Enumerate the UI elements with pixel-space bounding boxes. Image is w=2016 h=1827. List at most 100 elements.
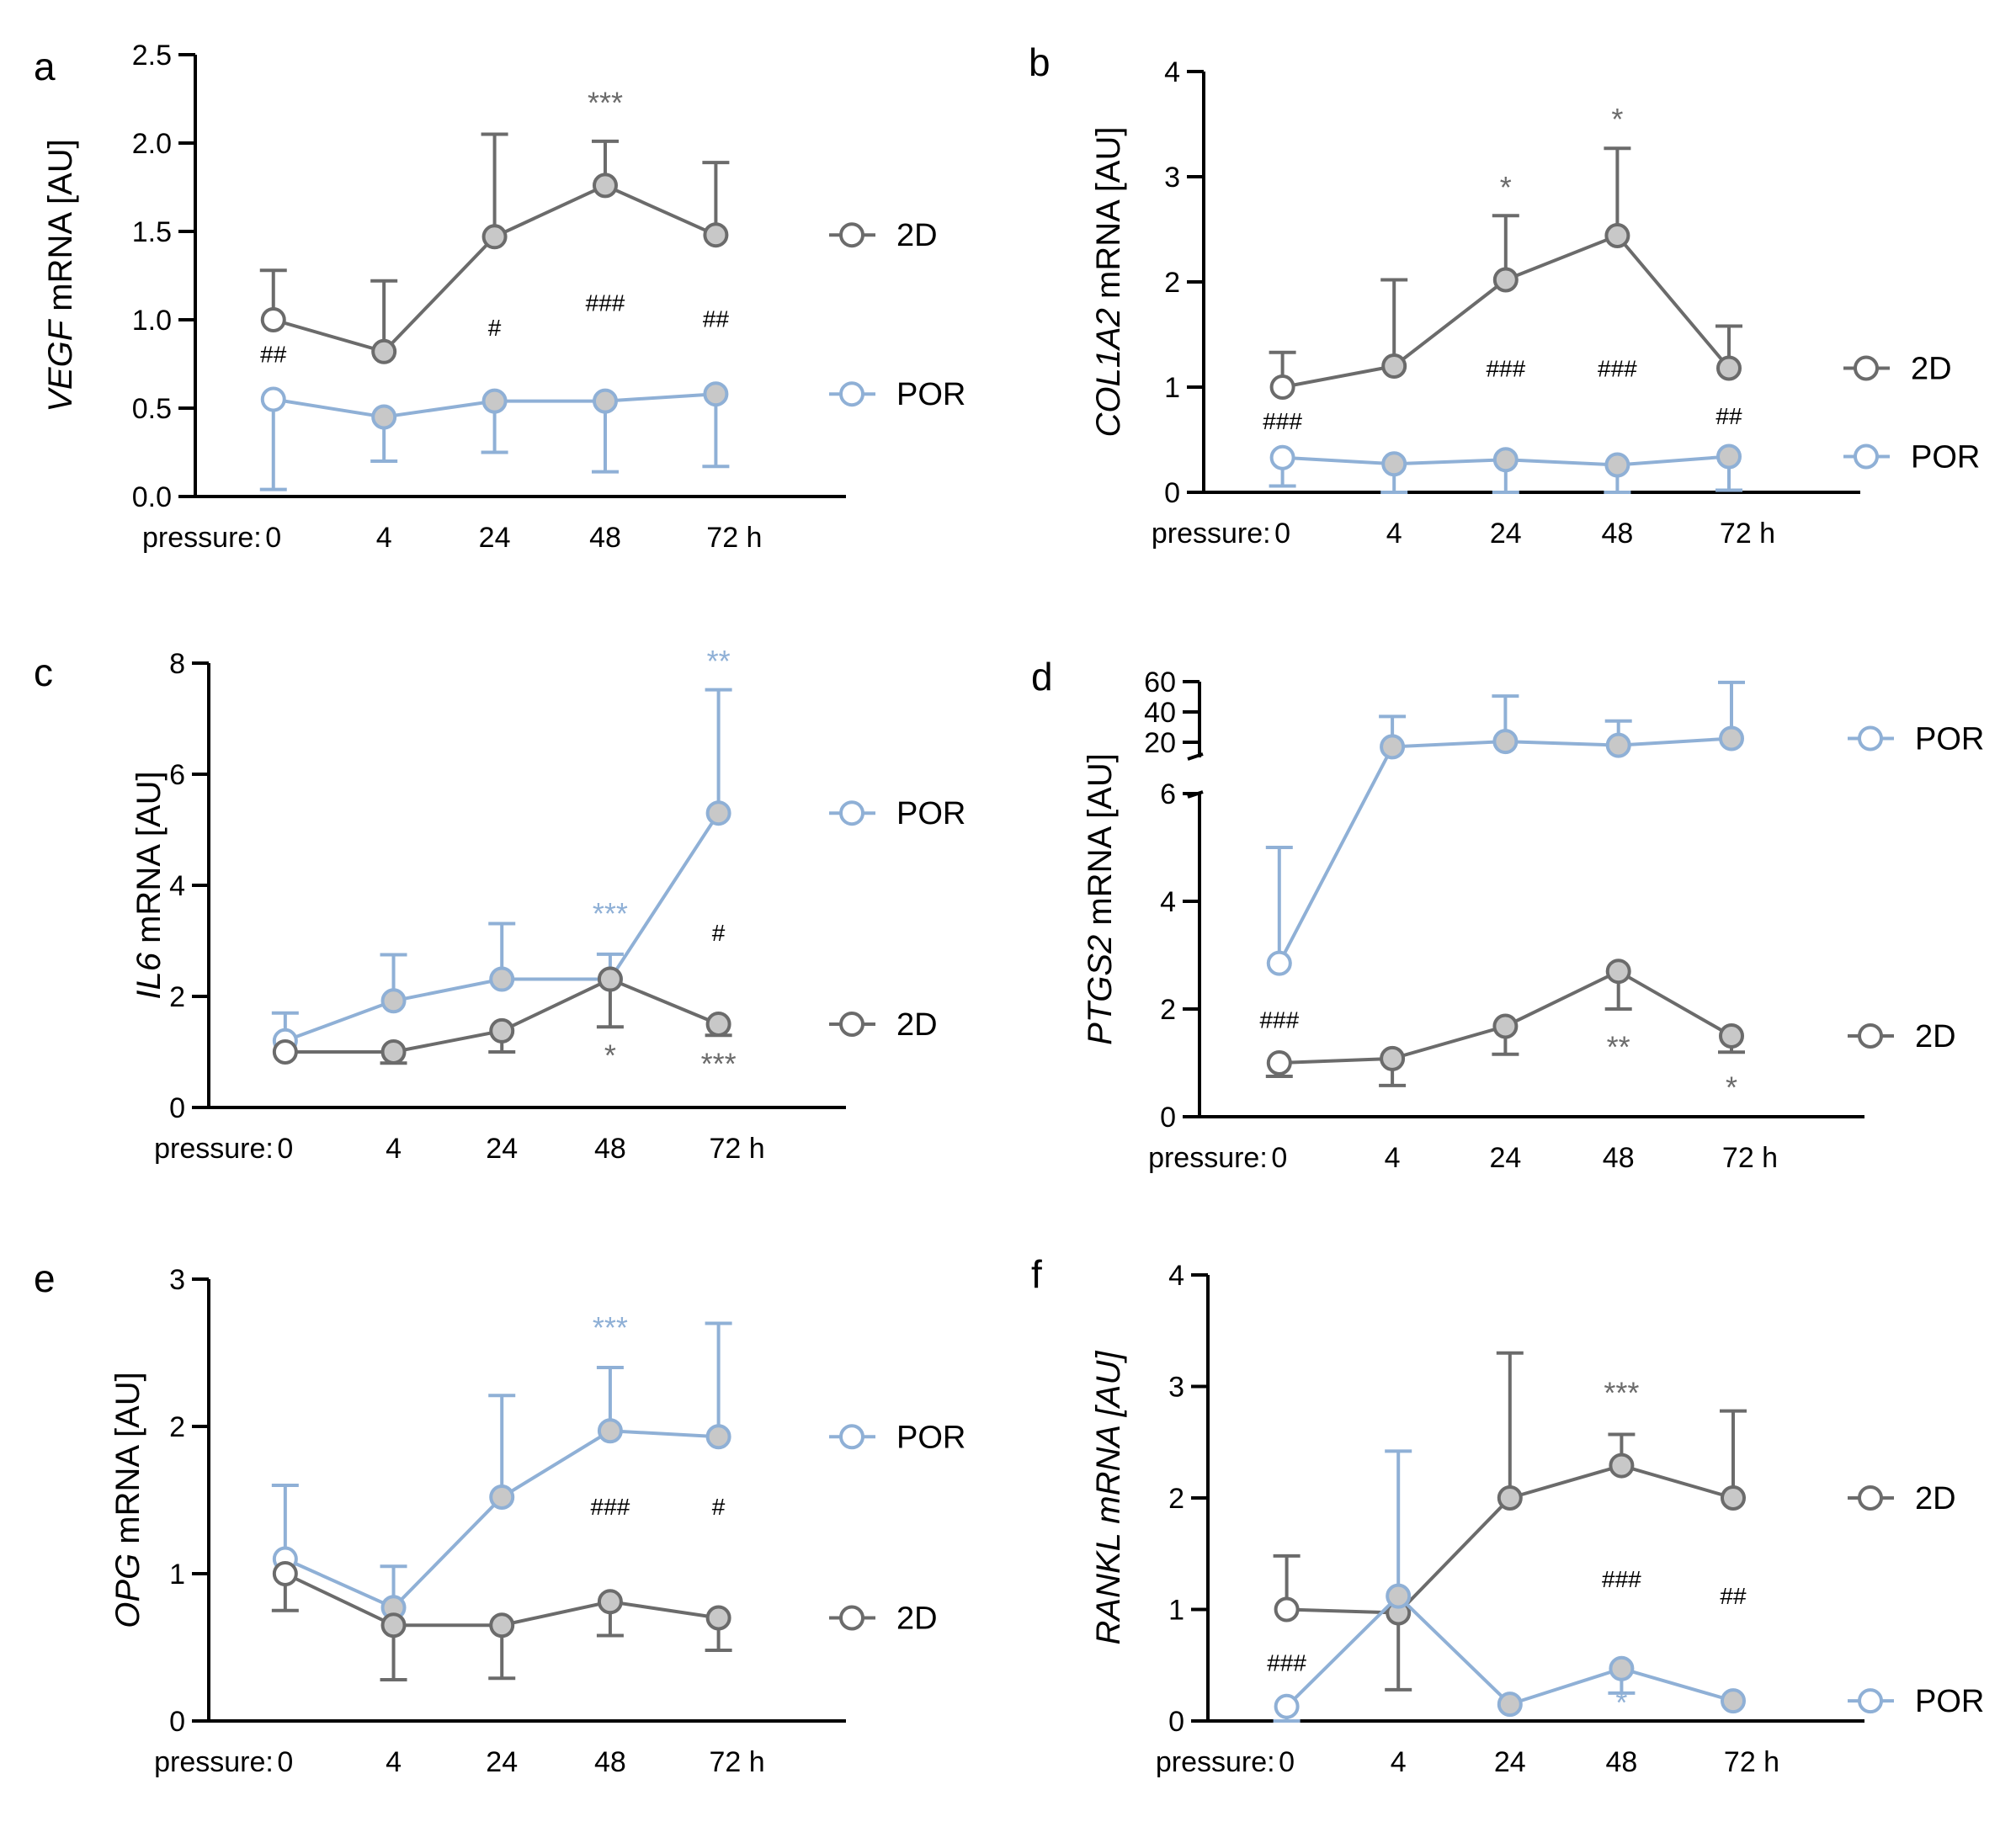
axis-break-mark xyxy=(1187,752,1204,761)
y-tick-label: 4 xyxy=(1160,886,1176,918)
legend-marker xyxy=(1858,725,1883,752)
data-point xyxy=(1492,267,1519,293)
y-tick-label: 2.5 xyxy=(132,40,172,72)
data-point xyxy=(1609,1655,1635,1681)
panel-letter: a xyxy=(34,45,56,88)
x-tick-label: 48 xyxy=(1601,518,1633,550)
data-point xyxy=(380,1039,407,1065)
y-tick-label: 0 xyxy=(169,1092,185,1124)
legend-marker xyxy=(839,1424,864,1450)
legend-label: 2D xyxy=(896,1601,938,1637)
legend-marker xyxy=(839,800,864,826)
y-tick-label: 0.0 xyxy=(132,481,172,513)
y-axis-title: IL6 mRNA [AU] xyxy=(130,771,168,999)
data-point xyxy=(272,1561,298,1586)
legend-marker xyxy=(1858,1023,1883,1049)
y-tick-label: 40 xyxy=(1144,697,1176,729)
x-tick-label: 0 xyxy=(277,1746,293,1778)
hash-annotation: ## xyxy=(1720,1583,1747,1609)
legend-marker xyxy=(1854,443,1879,470)
legend-marker xyxy=(839,1605,864,1631)
x-axis-prefix: pressure: xyxy=(1152,518,1271,550)
y-tick-label: 6 xyxy=(169,759,185,791)
panel-letter: d xyxy=(1031,655,1053,698)
y-tick-label: 4 xyxy=(1168,1260,1184,1292)
data-point xyxy=(1497,1692,1523,1718)
data-point xyxy=(260,386,286,412)
data-point xyxy=(1605,732,1631,758)
significance-annotation: * xyxy=(604,1038,616,1073)
x-tick-label: 4 xyxy=(386,1133,402,1165)
data-point xyxy=(371,404,397,430)
y-axis-unit: mRNA [AU] xyxy=(1090,1351,1127,1533)
hash-annotation: # xyxy=(712,1494,726,1520)
data-point xyxy=(1386,1583,1412,1609)
x-tick-label: 72 h xyxy=(710,1133,765,1165)
x-tick-label: 72 h xyxy=(1720,518,1775,550)
legend-label: POR xyxy=(896,796,965,831)
hash-annotation: ## xyxy=(260,341,287,367)
y-tick-label: 20 xyxy=(1144,727,1176,759)
series-POR: POR xyxy=(259,377,965,491)
y-tick-label: 3 xyxy=(1164,162,1180,194)
significance-annotation: *** xyxy=(701,1046,737,1081)
series-2D: 2D xyxy=(271,1561,938,1681)
y-axis-title: RANKL mRNA [AU] xyxy=(1090,1351,1127,1645)
y-axis-unit: mRNA [AU] xyxy=(130,771,168,953)
panel-letter: f xyxy=(1031,1252,1042,1296)
hash-annotation: ## xyxy=(703,305,730,332)
series-2D: 2D xyxy=(272,966,938,1065)
significance-annotation: * xyxy=(1615,1686,1627,1720)
legend-label: POR xyxy=(1915,722,1984,757)
significance-annotation: *** xyxy=(588,85,623,119)
legend-marker xyxy=(839,1012,864,1037)
x-axis-prefix: pressure: xyxy=(1156,1746,1275,1778)
hash-annotation: # xyxy=(712,920,726,946)
legend-label: POR xyxy=(1911,440,1980,475)
series-2D: 2D xyxy=(1269,146,1952,400)
data-point xyxy=(260,307,286,332)
series-POR: POR xyxy=(271,688,965,1054)
x-tick-label: 4 xyxy=(1391,1746,1407,1778)
data-point xyxy=(597,966,623,992)
data-point xyxy=(1605,959,1631,985)
x-tick-label: 24 xyxy=(486,1746,518,1778)
x-axis-prefix: pressure: xyxy=(154,1133,274,1165)
y-tick-label: 2 xyxy=(1168,1483,1184,1515)
legend-marker xyxy=(1858,1485,1883,1511)
significance-annotation: * xyxy=(1726,1070,1737,1105)
data-point xyxy=(371,338,397,364)
data-point xyxy=(597,1589,623,1615)
data-point xyxy=(705,1012,731,1037)
series-POR: POR xyxy=(271,1321,965,1621)
series-line xyxy=(1278,736,1732,964)
y-axis-gene: COL1A2 xyxy=(1090,308,1127,437)
x-tick-label: 4 xyxy=(386,1746,402,1778)
data-point xyxy=(1492,447,1519,473)
data-point xyxy=(1380,1045,1406,1071)
y-tick-label: 4 xyxy=(169,870,185,902)
y-tick-label: 1 xyxy=(1168,1595,1184,1627)
y-tick-label: 4 xyxy=(1164,56,1180,88)
hash-annotation: ### xyxy=(1486,356,1525,382)
significance-annotation: *** xyxy=(1604,1375,1639,1410)
y-tick-label: 2 xyxy=(169,1411,185,1443)
hash-annotation: # xyxy=(488,315,502,341)
legend-marker xyxy=(1854,355,1879,381)
x-tick-label: 48 xyxy=(589,522,621,554)
data-point xyxy=(1497,1485,1523,1511)
data-point xyxy=(1269,444,1295,470)
data-point xyxy=(1604,452,1630,478)
data-point xyxy=(489,1612,515,1638)
x-axis-prefix: pressure: xyxy=(142,522,262,554)
x-axis-prefix: pressure: xyxy=(1148,1142,1268,1174)
data-point xyxy=(705,1424,731,1450)
y-axis-title: PTGS2 mRNA [AU] xyxy=(1082,753,1119,1045)
data-point xyxy=(1266,950,1292,976)
panel-letter: e xyxy=(34,1256,56,1300)
data-point xyxy=(1716,443,1742,470)
data-point xyxy=(592,388,618,414)
data-point xyxy=(380,1612,407,1638)
